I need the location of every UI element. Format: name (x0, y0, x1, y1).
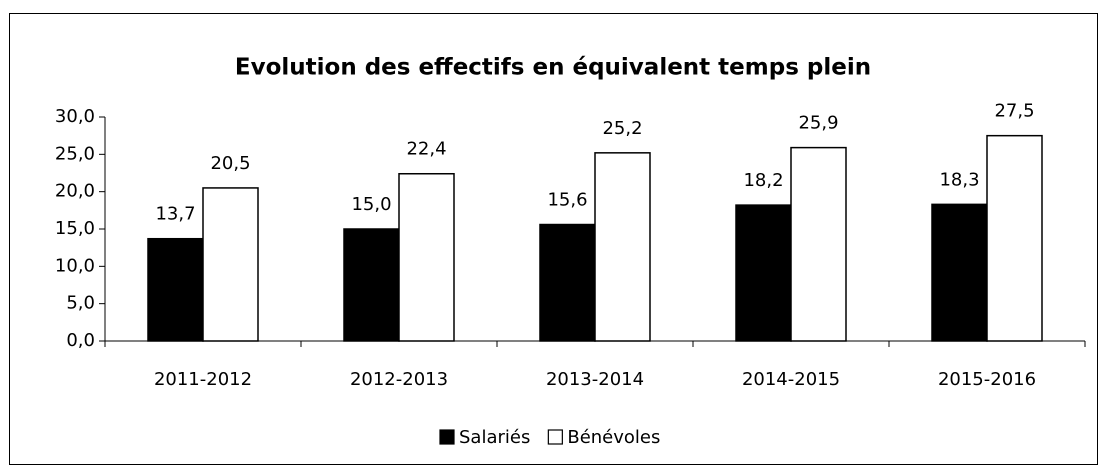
value-label: 18,3 (939, 169, 979, 190)
x-tick-label: 2015-2016 (938, 369, 1036, 390)
value-label: 13,7 (155, 204, 195, 225)
value-label: 25,9 (798, 113, 838, 134)
bar (986, 134, 1043, 342)
legend-swatch (439, 429, 455, 445)
y-tick-label: 5,0 (66, 293, 95, 314)
y-tick-label: 10,0 (55, 255, 95, 276)
x-tick-label: 2014-2015 (742, 369, 840, 390)
value-label: 15,0 (351, 194, 391, 215)
x-tick-label: 2011-2012 (154, 369, 252, 390)
bar (147, 237, 204, 342)
value-label: 18,2 (743, 170, 783, 191)
legend-label: Salariés (459, 427, 530, 448)
bar (931, 203, 988, 342)
legend-swatch (547, 429, 563, 445)
value-label: 27,5 (994, 101, 1034, 122)
bar (539, 223, 596, 342)
bar (398, 172, 455, 342)
legend-label: Bénévoles (567, 427, 660, 448)
x-tick-label: 2012-2013 (350, 369, 448, 390)
y-tick-label: 30,0 (55, 106, 95, 127)
value-label: 20,5 (210, 153, 250, 174)
y-tick-label: 25,0 (55, 143, 95, 164)
y-tick-label: 0,0 (66, 330, 95, 351)
value-label: 25,2 (602, 118, 642, 139)
y-tick-label: 15,0 (55, 218, 95, 239)
value-label: 22,4 (406, 139, 446, 160)
bar (790, 146, 847, 342)
x-tick-label: 2013-2014 (546, 369, 644, 390)
bar (594, 152, 651, 342)
chart-title: Evolution des effectifs en équivalent te… (235, 55, 871, 81)
bar (202, 187, 259, 342)
y-tick-label: 20,0 (55, 181, 95, 202)
bar (343, 228, 400, 342)
bar (735, 204, 792, 342)
value-label: 15,6 (547, 190, 587, 211)
